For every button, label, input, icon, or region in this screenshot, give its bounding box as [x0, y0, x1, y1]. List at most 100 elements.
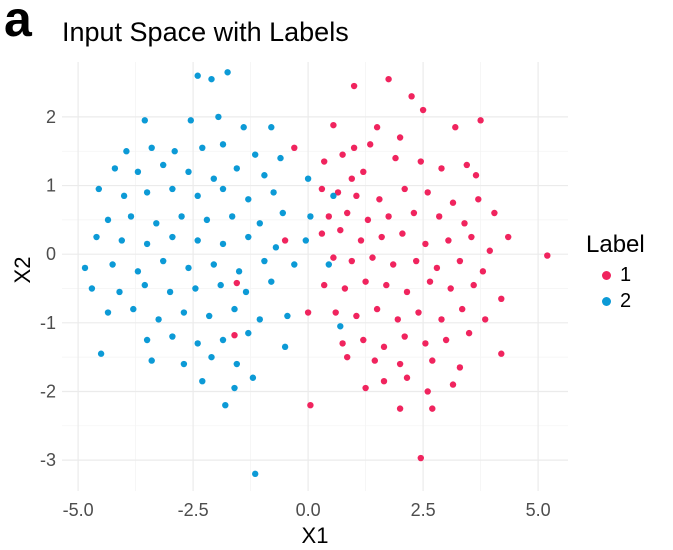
- data-point-label-1: [544, 252, 551, 259]
- data-point-label-1: [330, 121, 337, 129]
- data-point-label-1: [482, 316, 489, 323]
- data-point-label-2: [81, 264, 89, 272]
- data-points: [81, 69, 551, 478]
- data-point-label-1: [334, 189, 342, 196]
- data-point-label-2: [249, 374, 257, 381]
- data-point-label-2: [169, 233, 176, 241]
- data-point-label-2: [148, 357, 155, 364]
- data-point-label-1: [403, 374, 411, 381]
- data-point-label-2: [93, 233, 100, 241]
- data-point-label-2: [166, 288, 174, 296]
- data-point-label-2: [148, 144, 155, 151]
- data-point-label-1: [378, 233, 385, 241]
- data-point-label-2: [245, 233, 252, 241]
- data-point-label-1: [456, 257, 464, 265]
- data-point-label-1: [371, 357, 378, 364]
- data-point-label-2: [141, 117, 148, 124]
- data-point-label-2: [229, 213, 236, 220]
- data-point-label-2: [245, 329, 252, 337]
- data-point-label-1: [422, 340, 429, 347]
- grid-layer: [62, 62, 568, 491]
- data-point-label-1: [376, 196, 383, 203]
- data-point-label-1: [357, 237, 365, 244]
- data-point-label-1: [341, 285, 349, 292]
- data-point-label-2: [120, 192, 128, 200]
- data-point-label-1: [307, 402, 314, 409]
- data-point-label-2: [178, 213, 185, 220]
- data-point-label-2: [127, 213, 135, 220]
- data-point-label-1: [390, 261, 397, 268]
- data-point-label-1: [369, 254, 376, 261]
- data-point-label-2: [270, 189, 277, 196]
- data-point-label-2: [261, 172, 268, 179]
- data-point-label-1: [498, 295, 505, 303]
- legend-item-2: 2: [586, 288, 645, 314]
- data-point-label-2: [272, 244, 280, 251]
- data-point-label-1: [344, 209, 351, 217]
- data-point-label-1: [491, 209, 498, 217]
- data-point-label-1: [353, 312, 360, 320]
- data-point-label-1: [459, 305, 466, 313]
- data-point-label-2: [210, 175, 217, 182]
- x-tick-label: 5.0: [526, 500, 551, 520]
- data-point-label-1: [461, 220, 468, 227]
- data-point-label-1: [348, 175, 355, 182]
- data-point-label-1: [429, 357, 436, 364]
- data-point-label-2: [219, 240, 227, 248]
- data-point-label-2: [217, 281, 224, 289]
- data-point-label-1: [348, 257, 355, 265]
- y-axis-title: X2: [10, 257, 35, 284]
- legend-marker-2: [602, 296, 611, 306]
- data-point-label-1: [399, 230, 406, 237]
- data-point-label-1: [424, 189, 431, 196]
- data-point-label-2: [134, 268, 142, 275]
- data-point-label-2: [307, 213, 314, 220]
- data-point-label-1: [445, 237, 452, 244]
- data-point-label-1: [438, 165, 445, 172]
- y-tick-label: -2: [40, 381, 56, 401]
- data-point-label-2: [233, 360, 240, 368]
- data-point-label-1: [403, 288, 411, 296]
- data-point-label-2: [169, 333, 176, 340]
- data-point-label-1: [419, 106, 427, 114]
- data-point-label-2: [180, 360, 188, 368]
- data-point-label-1: [321, 158, 328, 165]
- data-point-label-1: [401, 185, 408, 193]
- data-point-label-2: [224, 69, 231, 76]
- data-point-label-1: [433, 264, 441, 272]
- data-point-label-1: [318, 185, 326, 193]
- data-point-label-1: [426, 278, 434, 285]
- data-point-label-2: [242, 288, 250, 296]
- data-point-label-2: [252, 151, 259, 158]
- data-point-label-1: [468, 233, 475, 241]
- data-point-label-2: [143, 240, 151, 248]
- data-point-label-1: [339, 151, 346, 158]
- data-point-label-2: [153, 220, 160, 227]
- data-point-label-2: [268, 278, 275, 285]
- data-point-label-1: [396, 134, 404, 141]
- data-point-label-2: [219, 185, 227, 193]
- data-point-label-2: [185, 264, 192, 272]
- data-point-label-1: [486, 247, 493, 254]
- data-point-label-1: [394, 316, 401, 323]
- data-point-label-1: [456, 364, 464, 371]
- legend-marker-1: [602, 270, 611, 280]
- data-point-label-2: [325, 261, 332, 268]
- data-point-label-2: [109, 261, 116, 268]
- data-point-label-1: [380, 343, 388, 351]
- data-point-label-1: [417, 454, 424, 462]
- data-point-label-2: [252, 470, 259, 478]
- x-tick-label: -5.0: [63, 500, 94, 520]
- data-point-label-1: [401, 333, 408, 340]
- data-point-label-1: [475, 196, 482, 203]
- data-point-label-2: [284, 312, 291, 320]
- data-point-label-1: [344, 353, 351, 361]
- data-point-label-2: [104, 309, 112, 316]
- data-point-label-1: [330, 254, 337, 261]
- data-point-label-2: [199, 377, 206, 385]
- data-point-label-1: [429, 405, 436, 412]
- data-point-label-2: [304, 175, 312, 182]
- data-point-label-1: [325, 213, 332, 220]
- data-point-label-2: [261, 257, 268, 265]
- y-tick-label: 2: [46, 107, 56, 127]
